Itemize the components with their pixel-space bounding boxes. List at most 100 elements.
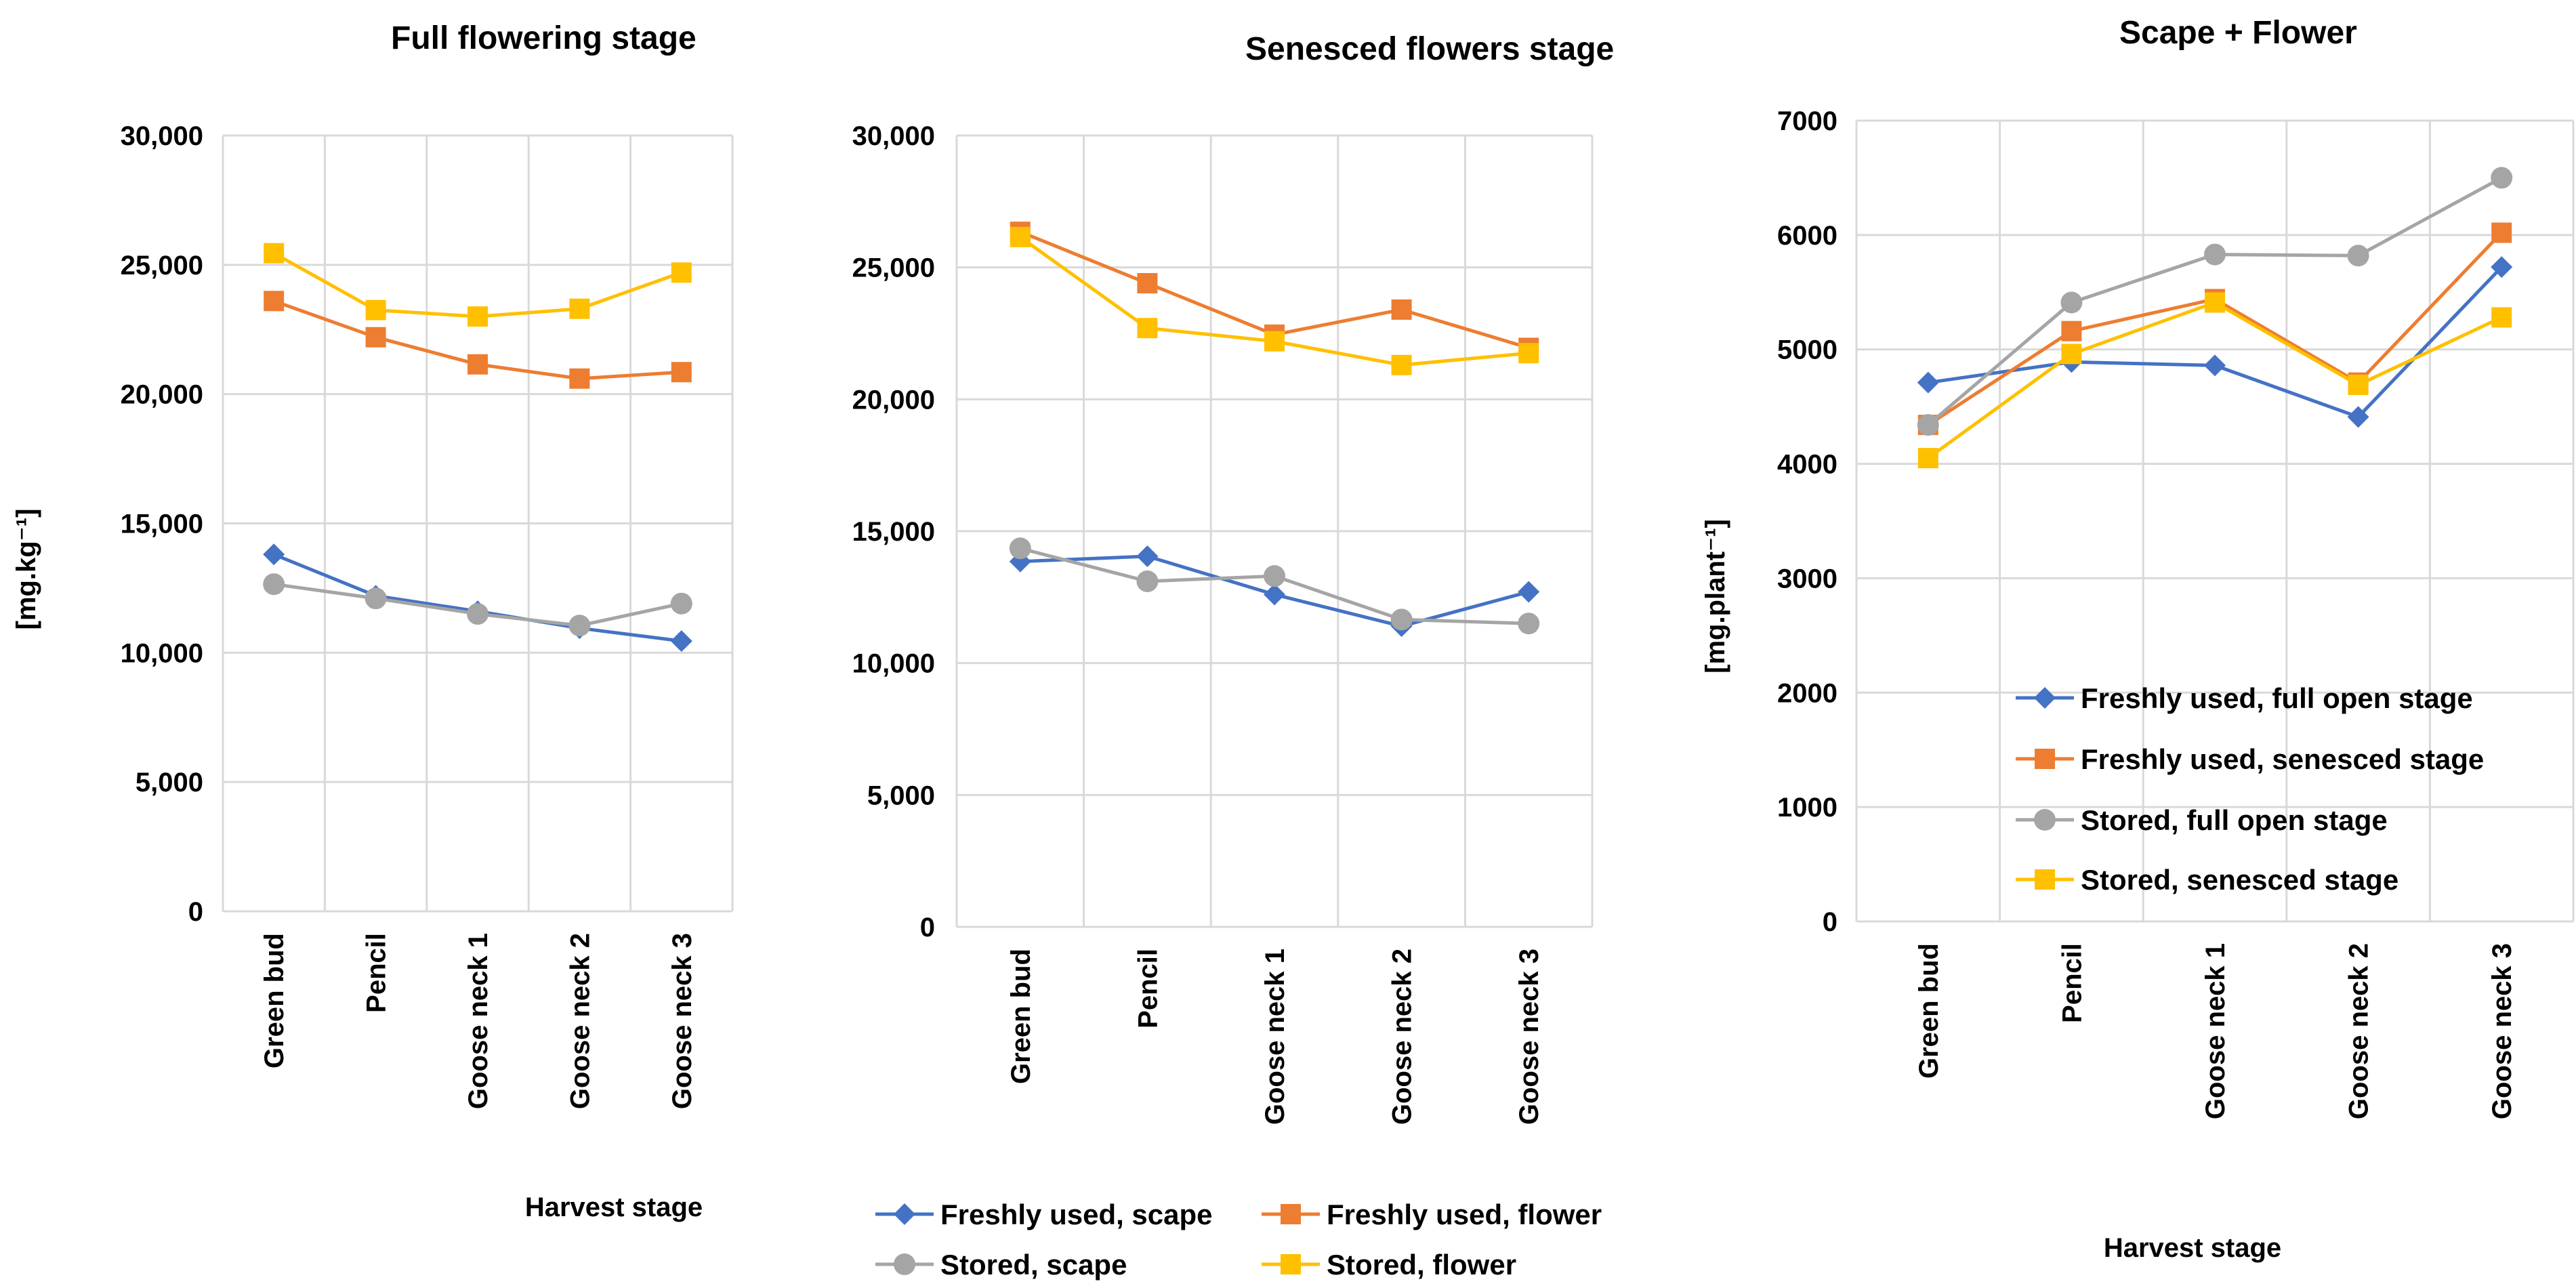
p2-ytick-label: 0: [920, 913, 935, 942]
p2-xtick-label: Goose neck 3: [1514, 949, 1544, 1125]
p2-data-point: [1390, 608, 1413, 631]
legend-marker: [2034, 809, 2056, 831]
p1-ytick-label: 15,000: [121, 510, 203, 539]
p3-data-point: [2061, 344, 2082, 365]
legend-label: Stored, full open stage: [2081, 804, 2388, 836]
p3-data-point: [1917, 371, 1939, 394]
p3-series-2: [1917, 167, 2513, 436]
p3-data-point: [2205, 292, 2225, 313]
p1-ytick-label: 20,000: [121, 380, 203, 410]
p3-data-point: [1917, 448, 1938, 469]
legend-label: Freshly used, scape: [940, 1199, 1213, 1230]
p3-ytick-label: 5000: [1777, 335, 1837, 365]
p2-data-point: [1391, 354, 1412, 375]
p3-data-point: [2491, 222, 2512, 243]
p2-ytick-label: 20,000: [852, 385, 935, 415]
p2-series-2: [1009, 537, 1540, 635]
p3-data-point: [2491, 256, 2513, 278]
p3-ytick-label: 6000: [1777, 221, 1837, 251]
p3-data-point: [2347, 406, 2369, 428]
p2-data-point: [1264, 583, 1285, 606]
p1-ytick-label: 10,000: [121, 638, 203, 668]
p1-xtick-label: Goose neck 3: [667, 933, 697, 1109]
legend-marker: [894, 1203, 915, 1225]
p1-data-point: [670, 630, 692, 652]
p2-ytick-label: 30,000: [852, 121, 935, 151]
p1-data-point: [263, 543, 285, 566]
p1-title: Full flowering stage: [391, 20, 697, 56]
legend-marker: [1281, 1204, 1301, 1224]
p1-x-axis-label: Harvest stage: [525, 1192, 703, 1222]
p3-y-axis-label: [mg.plant⁻¹]: [1701, 519, 1730, 673]
p1-ytick-label: 5,000: [136, 768, 203, 797]
p1-data-point: [365, 299, 386, 320]
p3-ytick-label: 7000: [1777, 106, 1837, 136]
p3-title: Scape + Flower: [2119, 15, 2357, 51]
legend-label: Stored, scape: [940, 1249, 1127, 1281]
p1-data-point: [365, 327, 386, 348]
p3-ytick-label: 2000: [1777, 678, 1837, 708]
p2-data-point: [1518, 581, 1540, 603]
p1-xtick-label: Pencil: [362, 933, 392, 1013]
p1-data-point: [670, 592, 692, 615]
p3-ytick-label: 0: [1823, 907, 1837, 937]
p1-data-point: [468, 306, 488, 327]
p3-ytick-label: 3000: [1777, 564, 1837, 594]
chart-p3: Scape + Flower 0 1000 2000 3000 4000 5000 6000 7…: [1701, 15, 2575, 1263]
p3-data-point: [2347, 245, 2369, 267]
legend-marker: [2034, 687, 2056, 709]
legend-marker: [1281, 1254, 1301, 1274]
p2-ytick-label: 5,000: [867, 781, 935, 810]
p3-x-axis-label: Harvest stage: [2104, 1233, 2281, 1263]
p1-data-point: [264, 291, 285, 312]
p1-series-3: [264, 243, 692, 327]
p3-xtick-label: Goose neck 1: [2201, 943, 2230, 1119]
p3-xtick-label: Goose neck 2: [2344, 943, 2374, 1119]
p3-data-point: [2491, 307, 2512, 328]
p3-data-point: [2204, 243, 2226, 266]
p1-data-point: [671, 262, 692, 283]
chart-p1: Full flowering stage 0 5,000 10,000 15,000 20…: [12, 20, 734, 1222]
p1-data-point: [568, 615, 591, 637]
legend-label: Stored, senesced stage: [2081, 864, 2398, 896]
p3-series-3: [1917, 292, 2512, 469]
p1-ytick-label: 25,000: [121, 251, 203, 281]
p2-xtick-label: Pencil: [1133, 949, 1163, 1029]
p1-data-point: [365, 587, 387, 610]
p3-ytick-label: 4000: [1777, 450, 1837, 480]
p2-data-point: [1391, 299, 1412, 320]
p1-series-1: [264, 291, 692, 389]
p1-data-point: [264, 243, 285, 264]
legend-marker: [894, 1253, 915, 1275]
p1-data-point: [569, 368, 590, 389]
p2-xtick-label: Goose neck 2: [1388, 949, 1417, 1125]
p3-ytick-label: 1000: [1777, 793, 1837, 823]
p1-data-point: [569, 298, 590, 319]
p3-series-0: [1917, 256, 2513, 428]
legend-marker: [2035, 749, 2055, 769]
p3-data-point: [2348, 375, 2369, 396]
p1-xtick-label: Goose neck 1: [463, 933, 493, 1109]
p3-xtick-label: Pencil: [2057, 943, 2087, 1023]
p2-data-point: [1518, 343, 1539, 364]
p2-data-point: [1010, 226, 1031, 247]
p1-data-point: [468, 354, 488, 375]
p3-data-point: [2061, 320, 2082, 341]
legend-label: Freshly used, full open stage: [2081, 682, 2473, 714]
p3-data-point: [2491, 167, 2513, 189]
p1-data-point: [671, 362, 692, 383]
p3-xtick-label: Green bud: [1914, 943, 1944, 1079]
p1-data-point: [467, 603, 489, 625]
p1-y-axis-label: [mg.kg⁻¹]: [12, 509, 41, 630]
legend-scape-flower: Freshly used, full open stage Freshly use…: [2016, 682, 2484, 896]
p2-data-point: [1264, 565, 1285, 587]
p2-data-point: [1137, 318, 1158, 339]
p2-xtick-label: Goose neck 1: [1260, 949, 1290, 1125]
p2-ytick-label: 15,000: [852, 517, 935, 547]
chart-p2: Senesced flowers stage 0 5,000 10,000 15,000…: [852, 31, 1615, 1125]
legend-marker: [2035, 869, 2055, 890]
p3-data-point: [2060, 291, 2083, 314]
p1-xtick-label: Green bud: [259, 933, 289, 1068]
p3-data-point: [2204, 354, 2226, 377]
